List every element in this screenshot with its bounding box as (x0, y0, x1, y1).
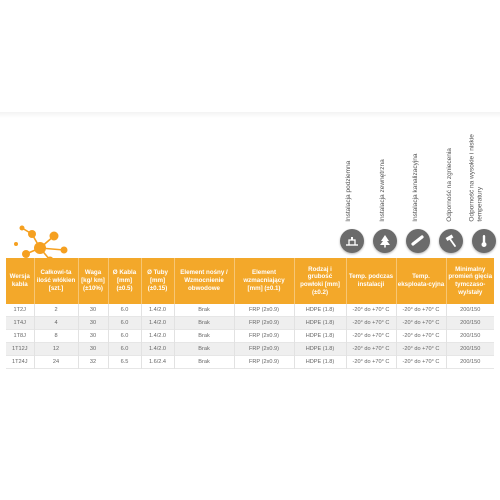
table-cell: 4 (34, 317, 78, 330)
header-cell: Ø Kabla [mm] (±0.5) (108, 258, 141, 304)
table-cell: HDPE (1.8) (294, 343, 346, 356)
table-cell: 200/150 (446, 356, 494, 369)
table-cell: 1.4/2.0 (141, 317, 174, 330)
table-cell: HDPE (1.8) (294, 356, 346, 369)
spec-table: Wersja kabla Całkowi-ta ilość włókien [s… (6, 258, 494, 369)
table-cell: 1T24J (6, 356, 34, 369)
table-cell: HDPE (1.8) (294, 304, 346, 317)
table-cell: 1T12J (6, 343, 34, 356)
table-cell: 6.0 (108, 304, 141, 317)
thermometer-icon (472, 229, 496, 253)
feature-label-crush: Odporność na zgniecenia (444, 102, 458, 222)
table-cell: 1T2J (6, 304, 34, 317)
table-cell: 6.0 (108, 330, 141, 343)
table-cell: 30 (78, 317, 108, 330)
table-cell: 30 (78, 343, 108, 356)
table-cell: -20° do +70° C (346, 343, 396, 356)
table-cell: FRP (2x0.9) (234, 304, 294, 317)
table-cell: Brak (174, 343, 234, 356)
table-cell: 200/150 (446, 304, 494, 317)
section-label: Dane techniczne (84, 250, 135, 257)
header-cell: Minimalny promień gięcia tymczaso-wy/sta… (446, 258, 494, 304)
table-cell: 12 (34, 343, 78, 356)
table-cell: 1.4/2.0 (141, 343, 174, 356)
header-cell: Waga [kg/ km] (±10%) (78, 258, 108, 304)
table-cell: -20° do +70° C (396, 330, 446, 343)
feature-label-temperature: Odporność na wysokie i niskie temperatur… (474, 102, 488, 222)
duct-pipe-icon (406, 229, 430, 253)
table-cell: 1.4/2.0 (141, 330, 174, 343)
table-cell: FRP (2x0.9) (234, 343, 294, 356)
header-cell: Element nośny / Wzmocnienie obwodowe (174, 258, 234, 304)
table-cell: FRP (2x0.9) (234, 356, 294, 369)
table-cell: HDPE (1.8) (294, 330, 346, 343)
table-cell: 200/150 (446, 330, 494, 343)
table-cell: -20° do +70° C (396, 317, 446, 330)
table-cell: 8 (34, 330, 78, 343)
table-cell: -20° do +70° C (396, 304, 446, 317)
table-cell: -20° do +70° C (346, 330, 396, 343)
top-band (0, 112, 500, 118)
table-cell: 1T4J (6, 317, 34, 330)
table-cell: HDPE (1.8) (294, 317, 346, 330)
header-cell: Temp. podczas instalacji (346, 258, 396, 304)
table-cell: -20° do +70° C (396, 343, 446, 356)
header-cell: Ø Tuby [mm] (±0.15) (141, 258, 174, 304)
table-cell: 1T8J (6, 330, 34, 343)
header-cell: Rodzaj i grubość powłoki [mm] (±0.2) (294, 258, 346, 304)
feature-label-duct: Instalacja kanalizacyjna (410, 102, 424, 222)
table-cell: 30 (78, 330, 108, 343)
header-cell: Wersja kabla (6, 258, 34, 304)
outdoor-tree-icon (373, 229, 397, 253)
table-cell: 24 (34, 356, 78, 369)
table-cell: -20° do +70° C (346, 304, 396, 317)
table-cell: 30 (78, 304, 108, 317)
header-cell: Temp. eksploata-cyjna (396, 258, 446, 304)
table-cell: -20° do +70° C (346, 317, 396, 330)
table-row: 1T4J 4 30 6.0 1.4/2.0 Brak FRP (2x0.9) HDPE (1.… (6, 317, 494, 330)
table-cell: 1.6/2.4 (141, 356, 174, 369)
table-cell: 32 (78, 356, 108, 369)
table-cell: 1.4/2.0 (141, 304, 174, 317)
table-row: 1T24J 24 32 6.5 1.6/2.4 Brak FRP (2x0.9) HDPE (… (6, 356, 494, 369)
table-cell: 6.0 (108, 343, 141, 356)
table-header-row: Wersja kabla Całkowi-ta ilość włókien [s… (6, 258, 494, 304)
feature-label-outdoor: Instalacja zewnętrzna (377, 102, 391, 222)
table-cell: Brak (174, 304, 234, 317)
table-cell: FRP (2x0.9) (234, 317, 294, 330)
table-cell: 200/150 (446, 343, 494, 356)
header-cell: Całkowi-ta ilość włókien [szt.] (34, 258, 78, 304)
table-cell: 2 (34, 304, 78, 317)
table-cell: 200/150 (446, 317, 494, 330)
header-cell: Element wzmacniający [mm] (±0.1) (234, 258, 294, 304)
table-cell: Brak (174, 317, 234, 330)
table-cell: 6.0 (108, 317, 141, 330)
table-cell: FRP (2x0.9) (234, 330, 294, 343)
table-row: 1T8J 8 30 6.0 1.4/2.0 Brak FRP (2x0.9) HDPE (1.… (6, 330, 494, 343)
table-row: 1T12J 12 30 6.0 1.4/2.0 Brak FRP (2x0.9) HDPE (… (6, 343, 494, 356)
table-row: 1T2J 2 30 6.0 1.4/2.0 Brak FRP (2x0.9) HDPE (1.… (6, 304, 494, 317)
feature-label-underground: Instalacja podziemna (343, 102, 357, 222)
table-cell: Brak (174, 330, 234, 343)
table-cell: -20° do +70° C (396, 356, 446, 369)
table-cell: -20° do +70° C (346, 356, 396, 369)
underground-install-icon (340, 229, 364, 253)
hammer-icon (439, 229, 463, 253)
table-cell: 6.5 (108, 356, 141, 369)
table-cell: Brak (174, 356, 234, 369)
